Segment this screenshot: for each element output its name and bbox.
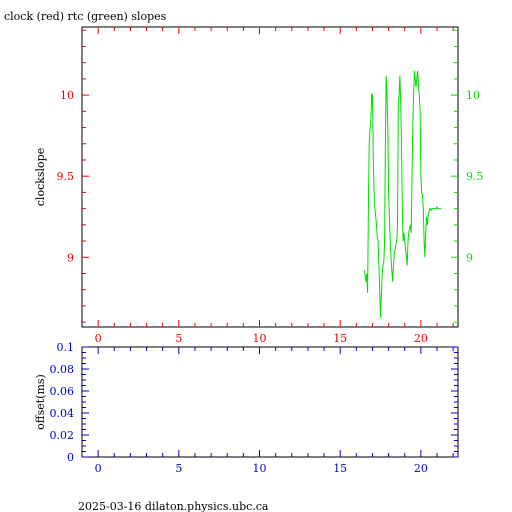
bottom-y-tick-label: 0 [67,451,74,464]
bottom-y-tick-label: 0.04 [50,407,75,420]
top-y-axis-label: clockslope [34,148,47,206]
top-y-tick-label-right: 9 [466,251,473,264]
top-plot-frame [81,26,459,328]
top-x-tick-label: 10 [253,332,267,345]
top-panel: clockslope 0 5 10 15 20 9 9 9.5 9.5 10 10 [34,26,484,345]
chart-title: clock (red) rtc (green) slopes [4,10,167,23]
top-x-tick-label: 5 [175,332,182,345]
top-y-tick-label-left: 9 [67,251,74,264]
bottom-x-tick-label: 10 [253,462,267,475]
bottom-x-tick-label: 20 [414,462,428,475]
bottom-y-tick-label: 0.02 [50,429,75,442]
bottom-y-tick-label: 0.1 [57,341,75,354]
bottom-y-axis-label: offset(ms) [34,374,47,430]
top-x-tick-label: 20 [414,332,428,345]
rtc-slope-line [363,70,442,318]
bottom-plot-frame [81,346,459,458]
top-x-tick-label: 0 [95,332,102,345]
top-y-tick-label-left: 10 [60,89,74,102]
bottom-x-tick-label: 5 [175,462,182,475]
top-series [363,70,442,318]
top-ticks: 0 5 10 15 20 9 9 9.5 9.5 10 10 [57,27,484,345]
bottom-y-tick-label: 0.06 [50,385,75,398]
top-y-tick-label-right: 9.5 [466,170,484,183]
top-y-tick-label-right: 10 [466,89,480,102]
bottom-ticks: 0 5 10 15 20 0 0.02 0.04 0.06 0.08 0.1 [50,341,458,475]
top-y-tick-label-left: 9.5 [57,170,75,183]
top-x-tick-label: 15 [333,332,347,345]
bottom-x-tick-label: 0 [95,462,102,475]
bottom-y-tick-label: 0.08 [50,363,75,376]
bottom-x-tick-label: 15 [333,462,347,475]
bottom-panel: offset(ms) 0 5 10 15 20 0 0.02 0.04 0.06 0.08 0.1 [34,341,459,475]
footer-text: 2025-03-16 dilaton.physics.ubc.ca [78,500,269,512]
